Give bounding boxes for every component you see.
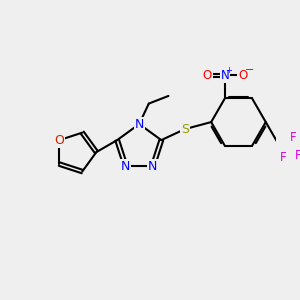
Text: S: S <box>181 123 189 136</box>
Text: −: − <box>245 65 254 75</box>
Text: O: O <box>238 69 248 82</box>
Text: N: N <box>220 69 229 82</box>
Text: F: F <box>295 149 300 162</box>
Text: F: F <box>280 151 287 164</box>
Text: O: O <box>55 134 64 147</box>
Text: F: F <box>290 131 296 144</box>
Text: +: + <box>225 66 232 75</box>
Text: N: N <box>121 160 130 172</box>
Text: N: N <box>134 118 144 130</box>
Text: O: O <box>203 69 212 82</box>
Text: N: N <box>148 160 158 172</box>
